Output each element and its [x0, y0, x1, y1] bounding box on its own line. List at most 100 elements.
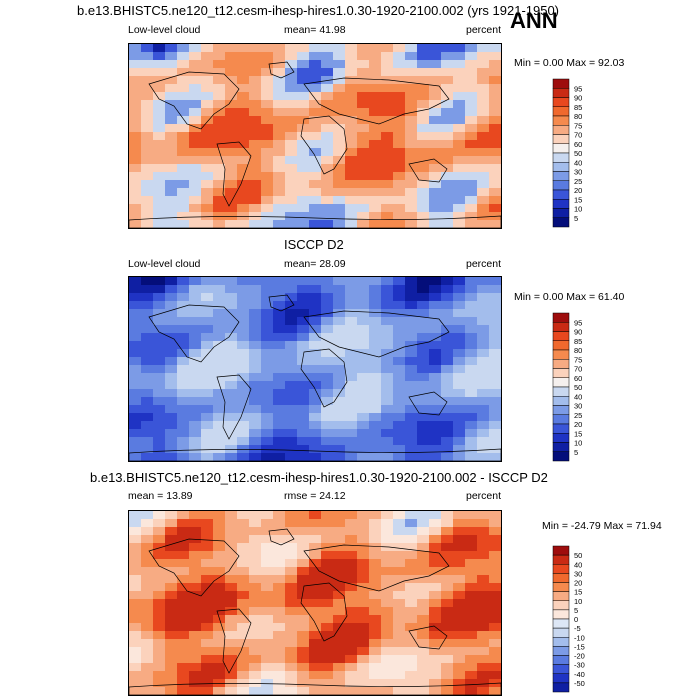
field-cell	[177, 60, 190, 69]
field-cell	[129, 285, 142, 294]
field-cell	[201, 519, 214, 528]
field-cell	[201, 180, 214, 189]
field-cell	[237, 172, 250, 181]
field-cell	[129, 188, 142, 197]
field-cell	[477, 405, 490, 414]
field-cell	[465, 389, 478, 398]
field-cell	[201, 317, 214, 326]
field-cell	[177, 325, 190, 334]
field-cell	[237, 349, 250, 358]
field-cell	[177, 188, 190, 197]
field-cell	[285, 591, 298, 600]
field-cell	[417, 325, 430, 334]
field-cell	[213, 349, 226, 358]
field-cell	[441, 519, 454, 528]
field-cell	[405, 373, 418, 382]
field-cell	[357, 535, 370, 544]
field-cell	[417, 188, 430, 197]
field-cell	[345, 389, 358, 398]
field-cell	[417, 519, 430, 528]
field-cell	[153, 325, 166, 334]
field-cell	[249, 309, 262, 318]
field-cell	[393, 293, 406, 302]
field-cell	[237, 575, 250, 584]
field-cell	[213, 583, 226, 592]
field-cell	[261, 132, 274, 141]
field-cell	[297, 559, 310, 568]
field-cell	[213, 285, 226, 294]
field-cell	[465, 535, 478, 544]
field-cell	[465, 92, 478, 101]
field-cell	[345, 647, 358, 656]
field-cell	[369, 559, 382, 568]
field-cell	[177, 687, 190, 695]
field-cell	[309, 639, 322, 648]
field-cell	[189, 204, 202, 213]
field-cell	[225, 559, 238, 568]
field-cell	[129, 519, 142, 528]
field-cell	[417, 92, 430, 101]
field-cell	[297, 381, 310, 390]
field-cell	[345, 599, 358, 608]
field-cell	[225, 309, 238, 318]
field-cell	[237, 164, 250, 173]
field-cell	[333, 220, 346, 228]
field-cell	[405, 437, 418, 446]
field-cell	[429, 60, 442, 69]
field-cell	[345, 60, 358, 69]
field-cell	[369, 204, 382, 213]
field-cell	[357, 333, 370, 342]
field-cell	[453, 373, 466, 382]
field-cell	[465, 687, 478, 695]
field-cell	[381, 349, 394, 358]
field-cell	[297, 84, 310, 93]
field-cell	[285, 445, 298, 454]
field-cell	[393, 212, 406, 221]
field-cell	[225, 389, 238, 398]
coastline	[408, 391, 448, 416]
field-cell	[177, 615, 190, 624]
field-cell	[429, 341, 442, 350]
field-cell	[417, 413, 430, 422]
field-cell	[165, 671, 178, 680]
field-cell	[213, 92, 226, 101]
field-cell	[369, 84, 382, 93]
field-cell	[189, 607, 202, 616]
field-cell	[393, 679, 406, 688]
field-cell	[477, 397, 490, 406]
field-cell	[129, 140, 142, 149]
coastline	[408, 625, 448, 650]
field-cell	[285, 357, 298, 366]
field-cell	[489, 437, 501, 446]
field-cell	[393, 92, 406, 101]
field-cell	[369, 188, 382, 197]
field-cell	[357, 687, 370, 695]
field-cell	[477, 204, 490, 213]
field-cell	[189, 429, 202, 438]
field-cell	[201, 453, 214, 461]
field-cell	[381, 148, 394, 157]
colorbar-box	[552, 442, 570, 452]
field-cell	[441, 180, 454, 189]
field-cell	[129, 679, 142, 688]
field-cell	[477, 333, 490, 342]
field-cell	[357, 413, 370, 422]
field-cell	[285, 100, 298, 109]
field-cell	[273, 421, 286, 430]
field-cell	[393, 591, 406, 600]
field-cell	[261, 591, 274, 600]
field-cell	[309, 405, 322, 414]
field-cell	[249, 92, 262, 101]
field-cell	[273, 615, 286, 624]
field-cell	[345, 212, 358, 221]
field-cell	[405, 52, 418, 61]
field-cell	[201, 108, 214, 117]
field-cell	[345, 671, 358, 680]
field-cell	[357, 52, 370, 61]
field-cell	[309, 148, 322, 157]
field-cell	[165, 687, 178, 695]
field-cell	[453, 623, 466, 632]
field-cell	[225, 519, 238, 528]
field-cell	[477, 108, 490, 117]
field-cell	[285, 421, 298, 430]
